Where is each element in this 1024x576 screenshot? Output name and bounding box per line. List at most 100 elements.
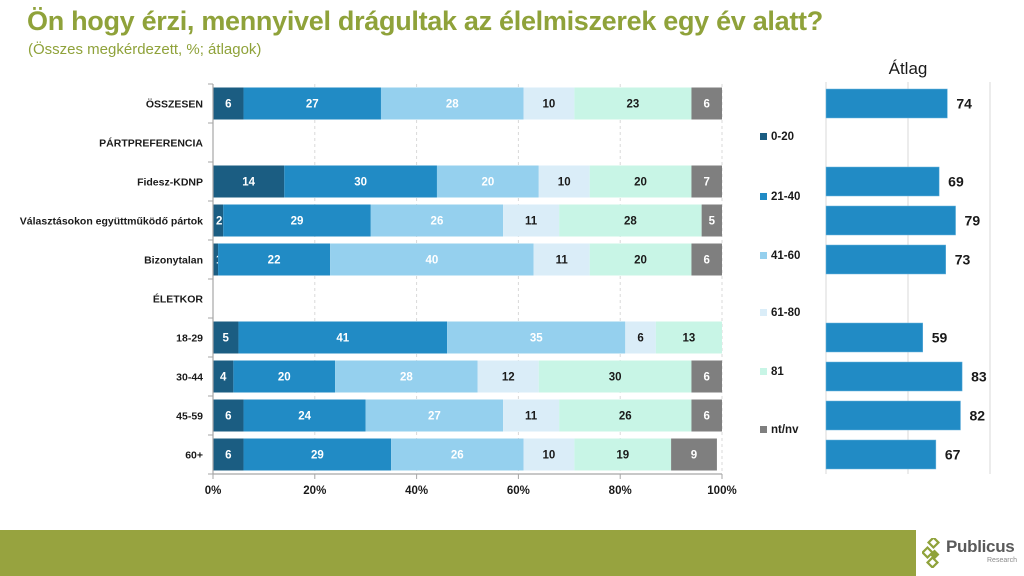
bar-segment-41-60 [380,87,524,120]
data-label: 5 [223,333,230,345]
average-bar [825,400,961,431]
data-label: 40 [425,255,438,267]
bar-segment-81 [574,87,692,120]
page-title: Ön hogy érzi, mennyivel drágultak az éle… [27,6,823,36]
logo-mark-icon [922,538,941,568]
category-label: 18-29 [176,333,203,345]
data-label: 26 [431,216,444,228]
bar-segment-41-60 [436,165,539,198]
bar-segment-21-40 [218,243,331,276]
data-label: 10 [558,177,571,189]
legend-label: 61-80 [771,307,800,319]
legend-swatch [760,368,767,375]
data-label: 6 [225,99,231,111]
data-label: 6 [704,411,710,423]
bar-segment-0-20 [213,243,219,276]
bar-segment-81 [589,165,692,198]
data-label: 26 [619,411,632,423]
bar-segment-61-80 [523,438,575,471]
average-bar [825,322,924,353]
x-tick-label: 40% [405,485,428,497]
x-tick-label: 20% [303,485,326,497]
average-value-label: 82 [969,408,985,424]
data-label: 28 [446,99,459,111]
data-label: 9 [691,450,697,462]
footer-band [0,530,916,576]
legend-swatch [760,252,767,259]
data-label: 20 [278,372,291,384]
bar-segment-81 [655,321,722,354]
category-label: 45-59 [176,411,203,423]
bar-segment-61-80 [533,243,590,276]
data-label: 6 [704,255,710,267]
bar-segment-41-60 [391,438,524,471]
average-value-label: 79 [965,213,981,229]
data-label: 28 [624,216,637,228]
average-value-label: 59 [932,330,948,346]
average-value-label: 74 [956,96,972,112]
bar-segment-nt-nv [671,438,717,471]
data-label: 6 [704,99,710,111]
bar-segment-41-60 [447,321,626,354]
average-bar [825,244,946,275]
average-chart-title: Átlag [889,59,928,78]
legend-label: 0-20 [771,131,794,143]
bar-segment-nt-nv [701,204,722,237]
legend-label: nt/nv [771,424,799,436]
data-label: 6 [637,333,643,345]
bar-segment-41-60 [365,399,504,432]
data-label: 26 [451,450,464,462]
stacked-bar-chart: 6 27 28 10 23 6 14 30 20 10 20 7 22 9 26 11 28 5 12 2 40 11 20… [20,83,800,497]
bar-segment-21-40 [238,321,448,354]
bar-segment-41-60 [335,360,478,393]
bar-segment-81 [574,438,672,471]
category-label: PÁRTPREFERENCIA [99,137,203,150]
data-label: 6 [225,450,231,462]
average-bar [825,439,937,470]
category-label: 30-44 [176,372,203,384]
data-label: 41 [336,333,349,345]
bar-segment-21-40 [243,399,366,432]
page-subtitle: (Összes megkérdezett, %; átlagok) [28,41,262,58]
data-label: 19 [616,450,629,462]
data-label: 20 [634,255,647,267]
average-value-label: 83 [971,369,987,385]
bar-segment-nt-nv [691,165,722,198]
average-bar [825,88,948,119]
x-tick-label: 60% [507,485,530,497]
average-value-label: 73 [955,252,971,268]
data-label: 6 [225,411,231,423]
data-label: 6 [704,372,710,384]
bar-segment-41-60 [330,243,534,276]
bar-segment-61-80 [538,165,590,198]
bar-segment-81 [559,399,692,432]
bar-segment-21-40 [243,87,381,120]
average-bar [825,361,963,392]
bar-segment-0-20 [213,87,244,120]
category-label: ÉLETKOR [153,293,204,306]
data-label: 29 [291,216,304,228]
average-value-label: 69 [948,174,964,190]
bar-segment-61-80 [503,399,560,432]
legend-swatch [760,309,767,316]
average-bar-chart: Átlag 74 69 79 73 59 83 82 67 [825,59,991,474]
bar-segment-21-40 [284,165,437,198]
brand-name: Publicus [946,537,1015,556]
category-label: Választásokon együttműködő pártok [20,216,203,228]
bar-segment-81 [589,243,692,276]
bar-segment-61-80 [477,360,539,393]
average-bar [825,205,956,236]
bar-segment-81 [538,360,692,393]
x-tick-label: 100% [707,485,736,497]
data-label: 10 [543,450,556,462]
data-label: 2 [216,216,222,228]
bar-segment-0-20 [213,399,244,432]
data-label: 35 [530,333,543,345]
category-label: ÖSSZESEN [146,98,203,111]
bar-segment-0-20 [213,165,285,198]
bar-segment-41-60 [370,204,504,237]
bar-segment-21-40 [243,438,392,471]
data-label: 13 [683,333,696,345]
bar-segment-61-80 [625,321,656,354]
data-label: 4 [220,372,227,384]
